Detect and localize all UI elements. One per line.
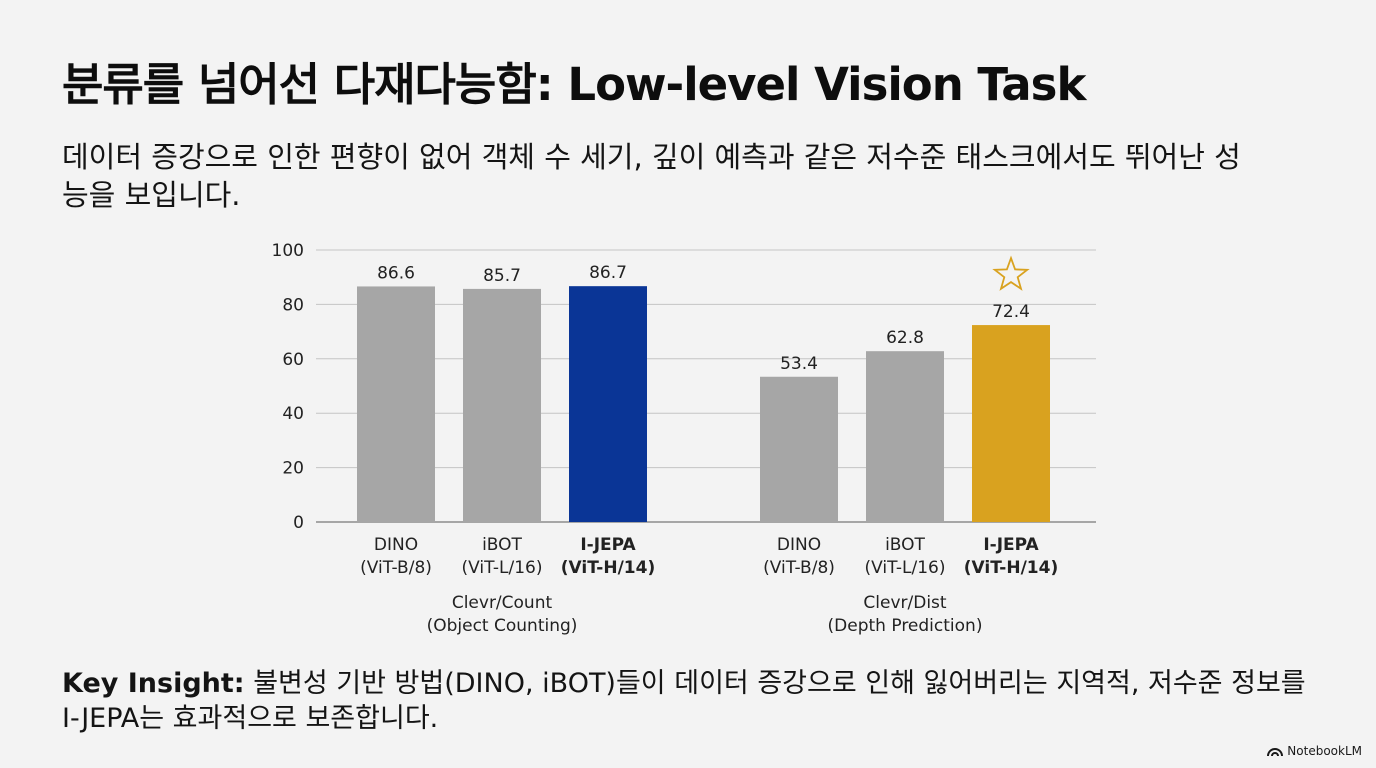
x-tick-label-model: I-JEPA [983, 535, 1039, 555]
x-tick-label-model: iBOT [482, 535, 522, 555]
watermark-text: NotebookLM [1287, 744, 1362, 758]
subtitle: 데이터 증강으로 인한 편향이 없어 객체 수 세기, 깊이 예측과 같은 저수… [62, 140, 1241, 212]
y-tick-label: 0 [293, 513, 304, 533]
key-insight: Key Insight: 불변성 기반 방법(DINO, iBOT)들이 데이터… [62, 666, 1322, 736]
key-insight-label: Key Insight: [62, 668, 245, 699]
bar [760, 376, 838, 522]
bar [972, 325, 1050, 522]
bar [866, 351, 944, 522]
data-label: 62.8 [886, 328, 924, 348]
y-tick-label: 80 [282, 295, 304, 315]
bar [357, 286, 435, 522]
x-tick-label-arch: (ViT-L/16) [461, 558, 542, 578]
data-label: 85.7 [483, 266, 521, 286]
y-tick-label: 20 [282, 459, 304, 479]
x-tick-label-arch: (ViT-B/8) [360, 558, 432, 578]
x-tick-label-model: I-JEPA [580, 535, 636, 555]
watermark: NotebookLM [1267, 744, 1362, 758]
x-tick-label-arch: (ViT-H/14) [561, 558, 655, 578]
data-label: 72.4 [992, 302, 1030, 322]
key-insight-text: 불변성 기반 방법(DINO, iBOT)들이 데이터 증강으로 인해 잃어버리… [62, 668, 1306, 734]
page-title: 분류를 넘어선 다재다능함: Low-level Vision Task [62, 58, 1086, 111]
x-tick-label-arch: (ViT-H/14) [964, 558, 1058, 578]
x-tick-label-model: iBOT [885, 535, 925, 555]
x-tick-label-model: DINO [777, 535, 821, 555]
group-sublabel: (Object Counting) [427, 616, 578, 636]
group-sublabel: (Depth Prediction) [828, 616, 983, 636]
x-tick-label-arch: (ViT-B/8) [763, 558, 835, 578]
data-label: 86.6 [377, 263, 415, 283]
bar-chart: 0 20 40 60 80 100 86.6 DINO (ViT-B/8) 85.7 iBOT (Vi… [272, 241, 1096, 636]
notebooklm-logo-icon [1267, 748, 1284, 757]
data-label: 53.4 [780, 354, 818, 374]
y-tick-label: 100 [272, 241, 304, 261]
bar [569, 286, 647, 522]
y-tick-label: 40 [282, 404, 304, 424]
bar [463, 288, 541, 522]
x-tick-label-arch: (ViT-L/16) [864, 558, 945, 578]
group-label: Clevr/Dist [863, 593, 947, 613]
star-icon [992, 255, 1030, 291]
data-label: 86.7 [589, 263, 627, 283]
y-tick-label: 60 [282, 350, 304, 370]
x-tick-label-model: DINO [374, 535, 418, 555]
group-label: Clevr/Count [452, 593, 553, 613]
